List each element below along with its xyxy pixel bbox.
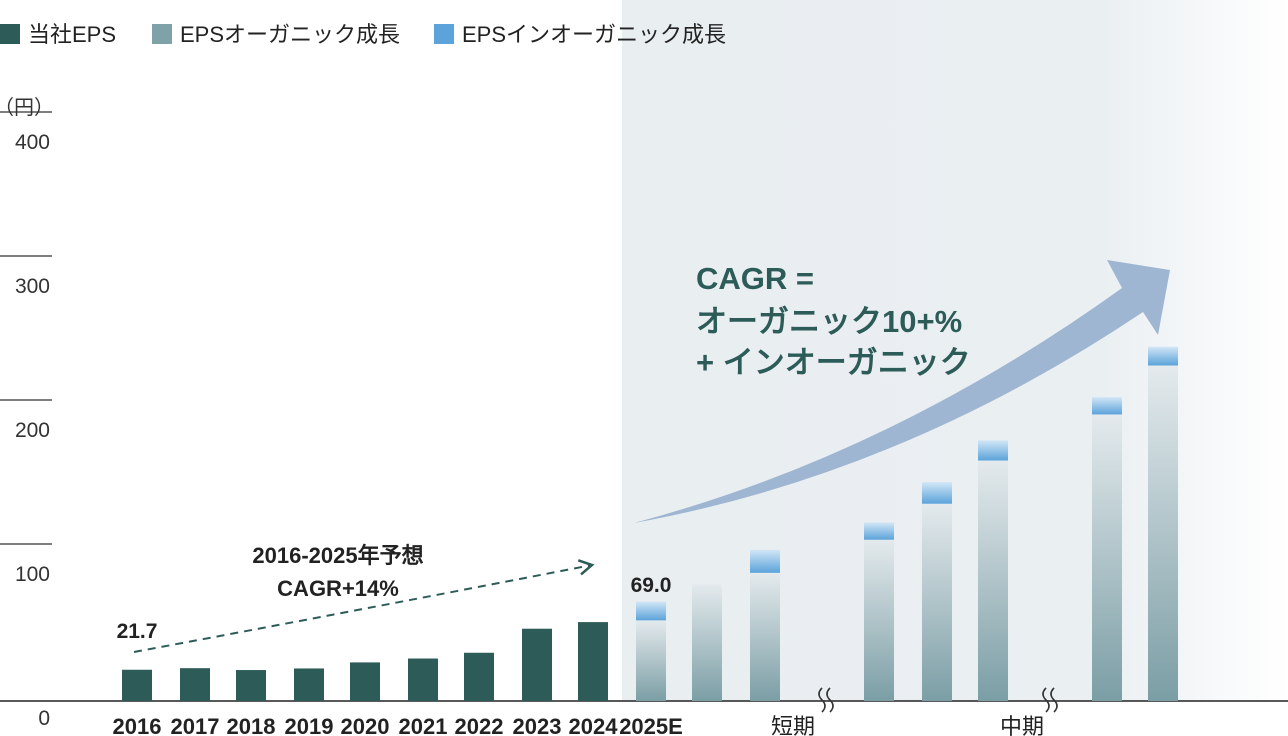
y-tick-label-300: 300 [15, 275, 50, 298]
bar-inorganic-16 [1148, 346, 1178, 366]
y-axis-unit: （円） [0, 96, 54, 119]
bar-eps-6 [464, 652, 494, 701]
bar-organic-15 [1092, 414, 1122, 701]
axis-break-2 [1042, 687, 1058, 713]
data-label-2016: 21.7 [117, 620, 158, 643]
legend-label-organic: EPSオーガニック成長 [180, 22, 400, 47]
x-label-9: 2025E [619, 714, 683, 736]
bar-eps-8 [578, 622, 608, 701]
bar-eps-5 [408, 658, 438, 701]
bar-inorganic-11 [750, 549, 780, 573]
bar-organic-11 [750, 572, 780, 701]
cagr-future-line3: + インオーガニック [696, 345, 971, 380]
bar-organic-10 [692, 584, 722, 701]
cagr-history-arrow [133, 559, 595, 653]
bar-inorganic-12 [864, 522, 894, 540]
bar-inorganic-14 [978, 440, 1008, 461]
bar-organic-12 [864, 539, 894, 701]
x-axis-labels: 2016 2017 2018 2019 2020 2021 2022 2023 2024 2025… [113, 714, 1044, 736]
x-label-1: 2017 [171, 714, 220, 736]
bar-inorganic-15 [1092, 397, 1122, 415]
cagr-history-line2: CAGR+14% [277, 576, 399, 601]
x-label-8: 2024 [569, 714, 619, 736]
legend: 当社EPS EPSオーガニック成長 EPSインオーガニック成長 [0, 22, 726, 47]
x-label-11: 中期 [1000, 714, 1044, 736]
bar-organic-13 [922, 503, 952, 701]
x-label-3: 2019 [285, 714, 334, 736]
x-label-4: 2020 [341, 714, 390, 736]
cagr-history-line1: 2016-2025年予想 [252, 543, 423, 568]
bar-eps-4 [350, 662, 380, 701]
bar-organic-14 [978, 460, 1008, 701]
cagr-future-line1: CAGR = [696, 261, 814, 296]
x-label-10: 短期 [771, 714, 815, 736]
x-label-6: 2022 [455, 714, 504, 736]
bar-inorganic-13 [922, 482, 952, 504]
cagr-future-line2: オーガニック10+% [696, 304, 962, 339]
bar-organic-9 [636, 620, 666, 701]
bar-eps-3 [294, 668, 324, 701]
legend-swatch-eps [0, 24, 20, 44]
x-label-0: 2016 [113, 714, 162, 736]
x-label-5: 2021 [399, 714, 448, 736]
data-label-2025: 69.0 [631, 574, 672, 597]
y-tick-label-200: 200 [15, 419, 50, 442]
bar-eps-7 [522, 628, 552, 701]
y-tick-label-100: 100 [15, 563, 50, 586]
bar-organic-16 [1148, 365, 1178, 701]
y-axis-ticks: 0 100 200 300 400 [0, 111, 52, 730]
bar-eps-0 [122, 669, 152, 701]
legend-swatch-inorganic [434, 24, 454, 44]
legend-label-inorganic: EPSインオーガニック成長 [462, 22, 726, 47]
bar-eps-2 [236, 670, 266, 701]
legend-swatch-organic [152, 24, 172, 44]
y-tick-label-400: 400 [15, 131, 50, 154]
x-label-7: 2023 [513, 714, 562, 736]
axis-break-1 [818, 687, 834, 713]
y-tick-label-0: 0 [38, 707, 50, 730]
legend-label-eps: 当社EPS [28, 22, 116, 47]
bar-eps-1 [180, 668, 210, 701]
x-label-2: 2018 [227, 714, 276, 736]
bars [122, 346, 1178, 701]
bar-inorganic-9 [636, 601, 666, 621]
